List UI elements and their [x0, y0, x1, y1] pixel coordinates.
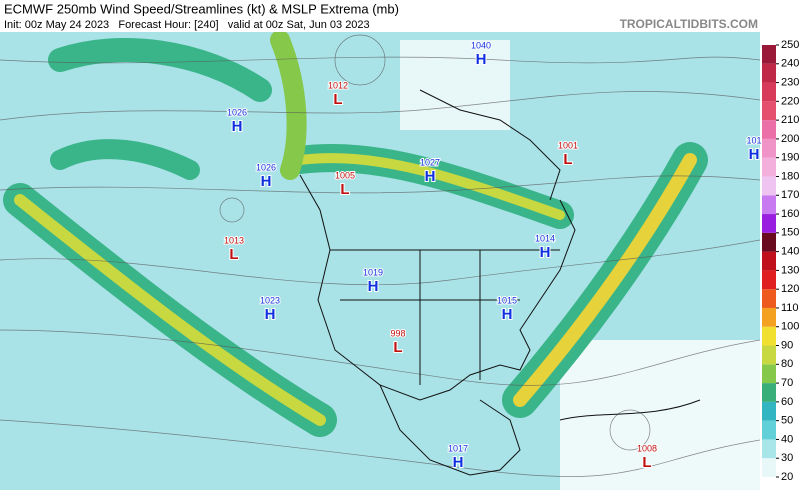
- colorbar-segment: [762, 63, 776, 83]
- pressure-value: 1040: [471, 40, 491, 50]
- pressure-value: 1005: [335, 170, 355, 180]
- colorbar-segment: [762, 45, 776, 64]
- pressure-value: 1001: [558, 140, 578, 150]
- colorbar-segment: [762, 251, 776, 271]
- pressure-letter: L: [340, 181, 349, 198]
- pressure-value: 1019: [363, 267, 383, 277]
- pressure-value: 101: [746, 135, 761, 145]
- colorbar-segment: [762, 82, 776, 102]
- pressure-value: 1012: [328, 80, 348, 90]
- colorbar-segment: [762, 345, 776, 365]
- pressure-letter: H: [232, 118, 243, 135]
- pressure-letter: L: [563, 151, 572, 168]
- colorbar-segment: [762, 138, 776, 158]
- watermark: TROPICALTIDBITS.COM: [620, 17, 758, 31]
- pressure-letter: H: [476, 51, 487, 68]
- streamlines: [0, 34, 760, 477]
- colorbar-label: 250: [781, 39, 799, 51]
- pressure-value: 1026: [227, 107, 247, 117]
- calm-area: [560, 340, 760, 490]
- colorbar-segment: [762, 383, 776, 402]
- colorbar-segment: [762, 420, 776, 440]
- pressure-value: 1014: [535, 233, 555, 243]
- colorbar-segment: [762, 401, 776, 421]
- jet-streams: [3, 32, 708, 437]
- colorbar-label: 60: [781, 396, 793, 408]
- pressure-letter: H: [425, 168, 436, 185]
- pressure-letter: L: [333, 91, 342, 108]
- colorbar-label: 200: [781, 133, 799, 145]
- pressure-value: 1017: [448, 443, 468, 453]
- pressure-letter: H: [453, 454, 464, 471]
- coastlines: [299, 89, 701, 476]
- colorbar-segment: [762, 101, 776, 121]
- colorbar-label: 190: [781, 152, 799, 164]
- pressure-value: 1015: [497, 295, 517, 305]
- pressure-letter: H: [368, 278, 379, 295]
- colorbar-segment: [762, 439, 776, 459]
- pressure-value: 1013: [224, 235, 244, 245]
- colorbar-segment: [762, 120, 776, 139]
- colorbar-segment: [762, 289, 776, 308]
- colorbar-label: 70: [781, 377, 793, 389]
- pressure-value: 1027: [420, 157, 440, 167]
- colorbar-label: 90: [781, 339, 793, 351]
- colorbar-label: 120: [781, 283, 799, 295]
- colorbar-label: 170: [781, 189, 799, 201]
- colorbar-segment: [762, 326, 776, 346]
- colorbar-segment: [762, 214, 776, 233]
- subtitle: Init: 00z May 24 2023 Forecast Hour: [24…: [4, 19, 370, 31]
- colorbar-label: 210: [781, 114, 799, 126]
- colorbar-segment: [762, 195, 776, 215]
- colorbar-label: 110: [781, 302, 799, 314]
- pressure-value: 1008: [637, 443, 657, 453]
- colorbar-label: 220: [781, 95, 799, 107]
- colorbar-label: 20: [781, 471, 793, 483]
- pressure-letter: L: [229, 246, 238, 263]
- colorbar-label: 80: [781, 358, 793, 370]
- colorbar-segment: [762, 307, 776, 327]
- title: ECMWF 250mb Wind Speed/Streamlines (kt) …: [4, 1, 399, 16]
- colorbar-segment: [762, 176, 776, 196]
- colorbar-label: 30: [781, 452, 793, 464]
- colorbar-label: 150: [781, 227, 799, 239]
- pressure-letter: H: [749, 146, 760, 163]
- colorbar-label: 130: [781, 264, 799, 276]
- pressure-letter: H: [502, 306, 513, 323]
- pressure-letter: H: [261, 173, 272, 190]
- colorbar-segment: [762, 458, 776, 477]
- map: [0, 32, 760, 490]
- pressure-letter: L: [642, 454, 651, 471]
- colorbar: 20 30 40 50 60 70 80 90 100 110 120 130 140 150 160 170…: [762, 39, 799, 483]
- pressure-value: 1026: [256, 162, 276, 172]
- pressure-letter: H: [265, 306, 276, 323]
- colorbar-segment: [762, 364, 776, 384]
- colorbar-label: 160: [781, 208, 799, 220]
- colorbar-label: 50: [781, 415, 793, 427]
- pressure-value: 1023: [260, 295, 280, 305]
- colorbar-label: 140: [781, 246, 799, 258]
- colorbar-segment: [762, 157, 776, 177]
- colorbar-label: 100: [781, 321, 799, 333]
- colorbar-segment: [762, 232, 776, 252]
- colorbar-label: 40: [781, 433, 793, 445]
- pressure-value: 998: [390, 328, 405, 338]
- colorbar-label: 230: [781, 76, 799, 88]
- pressure-letter: H: [540, 244, 551, 261]
- colorbar-segment: [762, 270, 776, 290]
- colorbar-label: 240: [781, 58, 799, 70]
- colorbar-label: 180: [781, 170, 799, 182]
- calm-area: [400, 40, 510, 130]
- pressure-letter: L: [393, 339, 402, 356]
